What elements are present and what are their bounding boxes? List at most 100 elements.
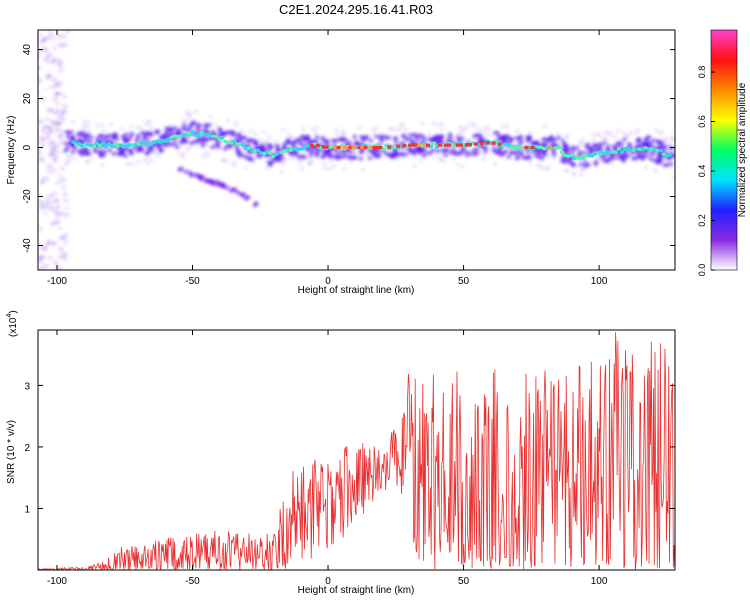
spectrogram-branch-cell (224, 186, 230, 190)
spectrogram-haze-cell (315, 125, 320, 130)
spectrogram-halo-cell (178, 140, 183, 144)
spectrogram-haze-cell (341, 129, 346, 133)
colorbar-tick-label: 0.4 (697, 165, 707, 178)
spectrogram-noise-cell (54, 204, 61, 208)
spectrogram-halo-cell (652, 158, 657, 162)
spectrogram-core-cell (408, 143, 413, 147)
spectrogram-halo-cell (113, 136, 118, 140)
spectrogram-haze-cell (205, 153, 210, 158)
spectrogram-halo-cell (128, 150, 134, 155)
spectrogram-haze-cell (608, 132, 613, 136)
spectrogram-halo-cell (257, 154, 263, 159)
spectrogram-haze-cell (60, 139, 65, 144)
spectrogram-halo-cell (268, 143, 273, 148)
spectrogram-halo-cell (160, 135, 165, 140)
colorbar-label: Normalized spectral amplitude (737, 82, 748, 217)
spectrogram-halo-cell (235, 147, 240, 152)
spectrogram-halo-cell (275, 155, 280, 160)
spectrogram-halo-cell (435, 139, 441, 144)
spectrogram-core-cell (467, 142, 472, 147)
spectrogram-halo-cell (163, 143, 169, 148)
spectrogram-core-cell (315, 144, 320, 148)
spectrogram-noise-cell (65, 30, 70, 34)
spectrogram-halo-cell (542, 142, 548, 146)
spectrogram-halo-cell (509, 150, 514, 155)
snr-multiplier-base: (x10 (8, 317, 19, 337)
spectrogram-haze-cell (427, 133, 432, 137)
spectrogram-halo-cell (111, 151, 117, 156)
spectrogram-core-cell (345, 145, 350, 150)
spectrogram-halo-cell (518, 152, 523, 156)
spectrogram-core-cell (426, 143, 431, 147)
spectrogram-haze-cell (420, 121, 425, 125)
spectrogram-haze-cell (389, 126, 394, 130)
spectrogram-ridge-cell (100, 141, 106, 146)
spectrogram-halo-cell (249, 158, 255, 162)
spectrogram-halo-cell (392, 151, 398, 156)
spectrogram-halo-cell (123, 154, 128, 158)
spectrogram-haze-cell (192, 143, 197, 147)
spectrogram-haze-cell (264, 166, 269, 170)
spectrogram-haze-cell (322, 161, 327, 165)
spectrogram-haze-cell (143, 121, 148, 125)
spectrogram-haze-cell (479, 150, 484, 154)
spectrogram-noise-cell (39, 39, 45, 45)
spectrogram-halo-cell (123, 140, 128, 144)
spectrogram-haze-cell (465, 124, 470, 128)
spectrogram-core-cell (473, 142, 478, 146)
snr-multiplier-exponent: 4 (6, 314, 13, 318)
spectrogram-halo-cell (641, 154, 646, 158)
spectrogram-halo-cell (598, 147, 603, 151)
spectrogram-core-cell (387, 145, 392, 149)
spectrogram-core-cell (530, 145, 535, 150)
spectrogram-haze-cell (653, 168, 658, 173)
spectrogram-halo-cell (112, 132, 118, 136)
spectrogram-haze-cell (580, 138, 585, 143)
spectrogram-core-cell (417, 143, 422, 147)
spectrogram-halo-cell (526, 156, 532, 161)
spectrogram-core-cell (423, 143, 428, 147)
spectrogram-halo-cell (641, 141, 646, 145)
spectrogram-noise-cell (58, 92, 64, 95)
spectrogram-noise-cell (57, 134, 64, 140)
spectrogram-noise-cell (50, 33, 54, 37)
spectrogram-halo-cell (622, 137, 627, 141)
spectrogram-halo-cell (619, 153, 625, 158)
spectrogram-ridge-cell (220, 135, 225, 140)
spectrogram-noise-cell (54, 180, 61, 184)
spectrogram-noise-cell (52, 145, 57, 150)
spectrogram-haze-cell (636, 128, 641, 132)
spectrogram-haze-cell (657, 131, 662, 135)
spectrogram-noise-cell (46, 73, 52, 78)
spectrogram-haze-cell (481, 158, 486, 162)
spectrogram-haze-cell (154, 147, 159, 152)
spectrogram-ridge-cell (661, 152, 666, 156)
spectrogram-halo-cell (535, 140, 540, 144)
spectrogram-halo-cell (525, 149, 531, 154)
spectrogram-ridge-cell (625, 146, 631, 150)
spectrogram-noise-cell (57, 63, 62, 67)
spectrogram-halo-cell (378, 136, 384, 141)
spectrogram-haze-cell (66, 160, 71, 164)
spectrogram-ridge-cell (97, 143, 103, 148)
spectrogram-haze-cell (634, 130, 639, 134)
spectrogram-halo-cell (609, 154, 614, 158)
spectrogram-ridge-cell (246, 146, 252, 150)
snr-multiplier-label: (x104) (6, 310, 19, 337)
spectrogram-halo-cell (304, 147, 310, 152)
spectrogram-ridge-cell (273, 152, 279, 157)
spectrogram-halo-cell (574, 146, 580, 150)
snr-xtick-label: 50 (458, 576, 470, 587)
spectrogram-halo-cell (339, 136, 344, 141)
spectrogram-noise-cell (51, 140, 58, 144)
spectrogram-noise-cell (43, 124, 49, 128)
spectrogram-noise-cell (38, 54, 41, 59)
spectrogram-halo-cell (602, 141, 607, 145)
spectrogram-halo-cell (651, 138, 656, 143)
spectrogram-halo-cell (374, 134, 379, 139)
spectrogram-halo-cell (501, 150, 507, 155)
spectrogram-haze-cell (455, 163, 460, 167)
spectrogram-haze-cell (352, 150, 357, 154)
